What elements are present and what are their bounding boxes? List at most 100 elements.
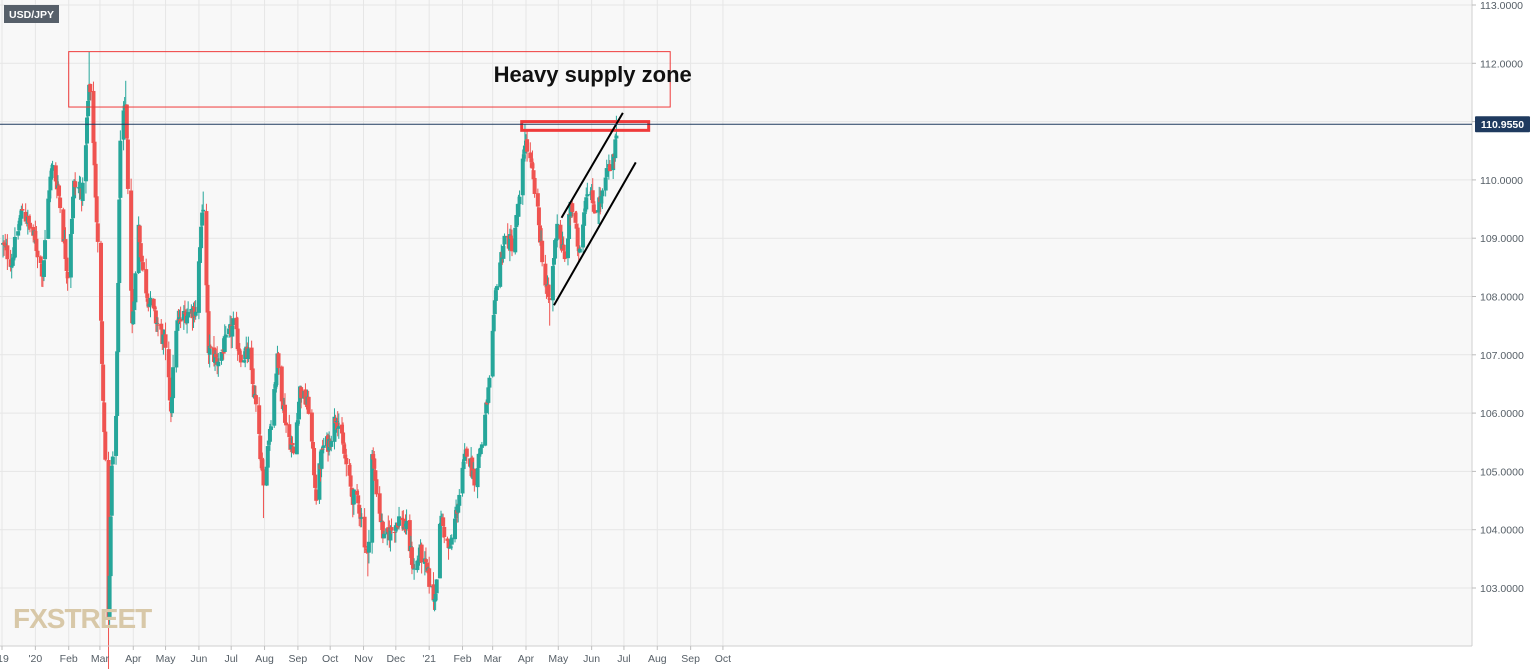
candle-body [502,235,507,245]
candle-body [178,318,183,322]
price-tick-label: 106.0000 [1480,408,1524,420]
candle-body [163,334,168,348]
candle-body [159,323,164,330]
candle-body [107,575,112,619]
candle-body [175,320,180,331]
time-tick-label: Feb [453,653,471,665]
candle-body [442,526,447,538]
candle-body [591,204,596,212]
candle-body [243,351,248,359]
candle-body [273,384,278,389]
candle-body [280,400,285,409]
candle-body [553,240,558,259]
candle-body [9,265,14,268]
candle-body [5,245,10,260]
current-price-value: 110.9550 [1481,119,1524,131]
plot-background [0,0,1472,646]
candle-body [251,385,256,398]
candle-body [64,257,69,272]
candle-body [409,547,414,565]
candle-body [117,199,122,283]
candle-body [344,458,349,465]
candle-body [485,401,490,405]
time-tick-label: Jul [224,653,237,665]
candle-body [140,262,145,270]
candle-body [460,467,465,494]
candle-body [517,196,522,205]
candle-body [185,315,190,324]
candle-body [388,527,393,541]
candle-body [359,517,364,519]
candle-body [577,248,582,253]
time-tick-label: Oct [715,653,731,665]
supply-zone-label: Heavy supply zone [494,62,692,87]
candle-body [520,158,525,196]
candle-body [555,223,560,240]
candle-body [371,454,376,460]
candle-body [208,346,213,348]
candle-body [494,286,499,291]
candle-body [321,445,326,448]
candle-body [341,432,346,444]
candle-body [95,223,100,242]
candle-body [68,234,73,278]
candle-body [282,404,287,423]
candle-body [433,593,438,601]
candle-body [313,474,318,488]
candle-body [351,489,356,505]
time-axis[interactable]: '19 '20 Feb Mar Apr May Jun Jul Aug Sep Oct Nov Dec '… [0,646,731,665]
candle-body [237,350,242,355]
candle-body [335,422,340,428]
time-tick-label: May [156,653,177,665]
annotations [68,51,671,306]
candle-body [605,169,610,171]
time-tick-label: Sep [681,653,700,665]
candle-body [411,564,416,569]
candle-body [558,224,563,239]
candle-body [404,520,409,530]
time-tick-label: May [548,653,569,665]
candle-body [392,531,397,533]
candle-body [486,387,491,403]
candle-body [115,351,120,416]
candle-body [491,314,496,332]
symbol-badge[interactable]: USD/JPY [4,5,59,23]
candle-body [329,441,334,447]
candle-body [73,181,78,188]
candle-body [309,412,314,442]
candle-body [94,196,99,223]
candle-body [386,527,391,533]
candle-body [532,177,537,194]
candle-body [296,401,301,420]
candle-body [379,520,384,523]
candle-body [288,437,293,450]
time-tick-label: Jun [190,653,207,665]
candle-body [484,402,489,414]
candle-body [295,420,300,424]
candle-body [464,448,469,457]
candle-body [613,139,618,159]
candle-body [417,558,422,561]
candle-body [476,453,481,468]
candle-body [35,250,40,258]
candle-body [419,544,424,563]
time-tick-label: Dec [386,653,405,665]
candle-body [441,517,446,527]
candle-body [146,298,151,307]
candle-body [200,212,205,226]
candle-body [139,255,144,262]
candle-body [83,145,88,182]
candle-body [182,312,187,314]
price-tick-label: 112.0000 [1480,58,1523,70]
candle-body [121,110,126,140]
candle-body [562,251,567,260]
time-tick-label: Jun [583,653,600,665]
candle-body [137,225,142,243]
candle-body [269,426,273,430]
candle-body [166,349,171,378]
candle-body [86,100,91,117]
candle-body [531,170,536,180]
candle-body [529,158,534,163]
candle-body [389,527,394,531]
